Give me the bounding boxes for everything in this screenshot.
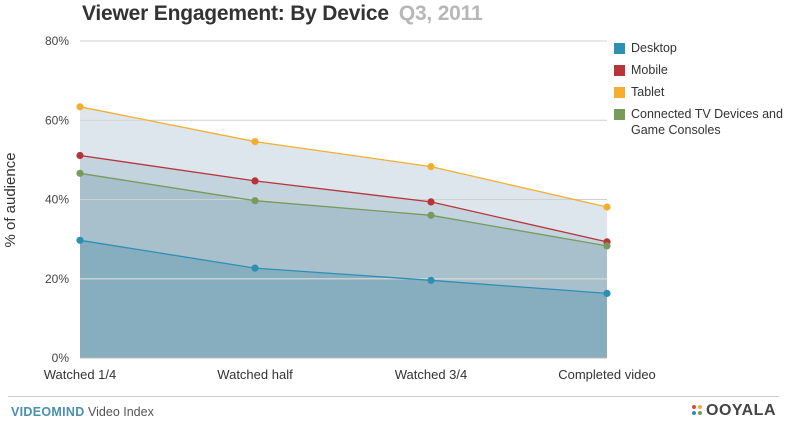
x-tick-label: Watched 3/4 bbox=[395, 367, 468, 382]
point-tablet-1 bbox=[251, 138, 259, 146]
area-desktop bbox=[80, 240, 607, 358]
x-tick-label: Completed video bbox=[558, 367, 656, 382]
line-tablet bbox=[79, 106, 608, 208]
line-connected-tv bbox=[79, 172, 608, 247]
line-desktop bbox=[79, 239, 608, 295]
y-tick-label: 80% bbox=[45, 34, 69, 48]
legend-swatch-desktop bbox=[614, 43, 625, 54]
legend-item-desktop: Desktop bbox=[614, 40, 784, 56]
line-mobile bbox=[79, 154, 608, 243]
point-connected-tv-3 bbox=[603, 242, 611, 250]
point-desktop-2 bbox=[427, 276, 435, 284]
footer-brand: VIDEOMIND Video Index bbox=[11, 405, 154, 419]
ooyala-logo: OOYALA bbox=[691, 402, 776, 420]
chart-subtitle: Q3, 2011 bbox=[398, 2, 483, 25]
legend-label-connected-tv: Connected TV Devices and Game Consoles bbox=[631, 107, 783, 137]
point-tablet-0 bbox=[76, 103, 84, 111]
point-connected-tv-0 bbox=[76, 169, 84, 177]
point-desktop-3 bbox=[603, 289, 611, 297]
legend-label-tablet: Tablet bbox=[631, 85, 665, 99]
chart-title-text: Viewer Engagement: By Device bbox=[82, 2, 389, 25]
legend-item-tablet: Tablet bbox=[614, 84, 784, 100]
legend-label-mobile: Mobile bbox=[631, 63, 668, 77]
point-desktop-0 bbox=[76, 236, 84, 244]
point-mobile-0 bbox=[76, 151, 84, 160]
y-tick-label: 60% bbox=[45, 113, 69, 127]
point-mobile-1 bbox=[251, 177, 259, 185]
ooyala-dots-icon bbox=[692, 405, 703, 415]
y-tick-label: 0% bbox=[52, 351, 70, 365]
legend: Desktop Mobile Tablet Connected TV Devic… bbox=[614, 40, 784, 144]
point-connected-tv-1 bbox=[251, 197, 259, 205]
point-tablet-2 bbox=[427, 163, 435, 171]
legend-swatch-tablet bbox=[614, 87, 625, 98]
x-tick-label: Watched 1/4 bbox=[44, 367, 117, 382]
point-desktop-1 bbox=[251, 264, 259, 272]
point-connected-tv-2 bbox=[427, 211, 435, 219]
y-tick-label: 20% bbox=[45, 272, 69, 286]
chart-title: Viewer Engagement: By Device Q3, 2011 bbox=[82, 2, 483, 26]
legend-swatch-mobile bbox=[614, 65, 625, 76]
y-axis-label: % of audience bbox=[2, 152, 19, 247]
footer-divider bbox=[8, 396, 779, 397]
x-tick-label: Watched half bbox=[217, 367, 293, 382]
legend-label-desktop: Desktop bbox=[631, 41, 677, 55]
legend-swatch-connected-tv bbox=[614, 109, 625, 120]
legend-item-connected-tv: Connected TV Devices and Game Consoles bbox=[614, 106, 784, 138]
point-mobile-2 bbox=[427, 198, 435, 206]
y-tick-label: 40% bbox=[45, 193, 69, 207]
brand-suffix: Video Index bbox=[88, 405, 154, 419]
brand-name: VIDEOMIND bbox=[11, 405, 85, 419]
ooyala-logo-text: OOYALA bbox=[706, 402, 776, 419]
point-tablet-3 bbox=[603, 203, 611, 211]
legend-item-mobile: Mobile bbox=[614, 62, 784, 78]
